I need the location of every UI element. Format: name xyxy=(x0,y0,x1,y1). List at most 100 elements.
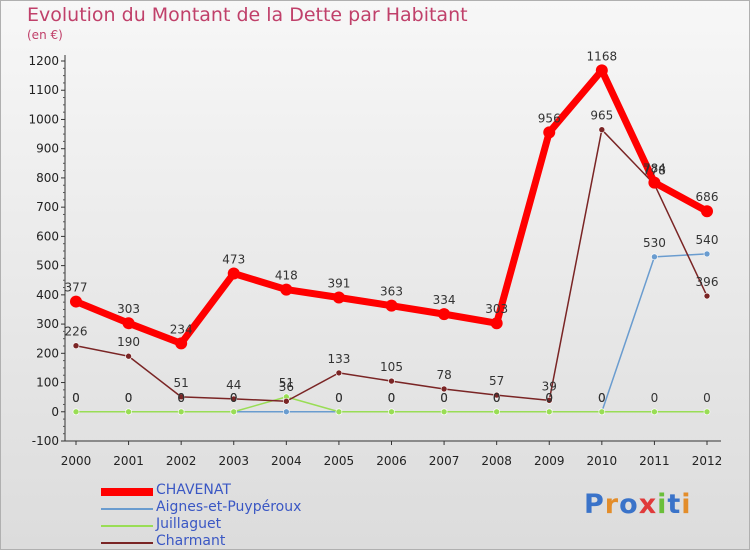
data-label: 1168 xyxy=(587,49,618,63)
data-point-3 xyxy=(598,126,606,133)
logo-letter: P xyxy=(584,489,605,520)
data-label: 473 xyxy=(222,253,245,267)
data-label: 0 xyxy=(335,391,343,405)
data-point-0 xyxy=(175,337,188,350)
data-label: 391 xyxy=(327,276,350,290)
y-tick-label: 200 xyxy=(36,346,59,360)
legend-swatch xyxy=(101,488,153,496)
data-point-2 xyxy=(72,408,80,416)
data-point-0 xyxy=(648,176,661,189)
data-point-0 xyxy=(227,267,240,280)
x-tick-label: 2007 xyxy=(429,454,460,468)
logo-letter: i xyxy=(657,489,668,520)
x-tick-label: 2002 xyxy=(166,454,197,468)
x-tick-label: 2001 xyxy=(113,454,144,468)
x-tick-label: 2008 xyxy=(481,454,512,468)
y-tick-label: 1000 xyxy=(28,112,59,126)
y-tick-label: 900 xyxy=(36,142,59,156)
data-point-3 xyxy=(440,385,448,393)
legend-swatch xyxy=(101,542,153,544)
data-label: 0 xyxy=(230,391,238,405)
data-point-2 xyxy=(177,408,185,416)
data-point-0 xyxy=(280,283,293,296)
data-point-3 xyxy=(493,391,500,399)
y-tick-label: 800 xyxy=(36,171,59,185)
data-label: 334 xyxy=(433,293,456,307)
data-label: 0 xyxy=(177,391,185,405)
data-point-0 xyxy=(332,291,345,304)
data-label: 540 xyxy=(696,233,719,247)
logo-letter: r xyxy=(604,489,620,520)
data-label: 105 xyxy=(380,360,403,374)
y-tick-label: 0 xyxy=(51,405,59,419)
logo-letter: i xyxy=(681,489,692,520)
data-label: 0 xyxy=(545,391,553,405)
data-label: 0 xyxy=(230,391,238,405)
data-label: 0 xyxy=(703,391,711,405)
proxiti-logo: Proxiti xyxy=(584,489,692,520)
data-point-2 xyxy=(651,408,658,416)
y-tick-label: 300 xyxy=(36,317,59,331)
y-tick-label: 700 xyxy=(36,200,59,214)
data-label: 0 xyxy=(388,391,396,405)
data-label-layer: 377 303 234 473 418 391 363 334 303 956 1168 784 686… xyxy=(65,49,719,404)
data-point-1 xyxy=(283,408,290,416)
data-point-0 xyxy=(543,126,556,139)
data-label: 530 xyxy=(643,236,666,250)
data-label: 226 xyxy=(65,325,88,339)
data-label: 0 xyxy=(545,391,553,405)
data-label: 190 xyxy=(117,335,140,349)
y-tick-label: -100 xyxy=(32,434,59,448)
chart-subtitle: (en €) xyxy=(27,28,63,42)
series-layer xyxy=(70,64,713,416)
data-label: 36 xyxy=(279,380,294,394)
data-label: 396 xyxy=(696,275,719,289)
data-label: 0 xyxy=(335,391,343,405)
data-point-2 xyxy=(335,408,343,416)
chart-title: Evolution du Montant de la Dette par Hab… xyxy=(27,4,468,26)
data-label: 51 xyxy=(279,376,294,390)
data-label: 0 xyxy=(125,391,133,405)
data-label: 363 xyxy=(380,285,403,299)
data-point-3 xyxy=(125,352,132,360)
y-tick-label: 1100 xyxy=(28,83,59,97)
data-point-3 xyxy=(230,395,238,403)
legend-label: Juillaguet xyxy=(156,516,222,532)
data-label: 0 xyxy=(440,391,448,405)
data-point-2 xyxy=(388,408,395,416)
data-point-1 xyxy=(651,253,658,261)
y-tick-label: 400 xyxy=(36,288,59,302)
data-point-3 xyxy=(72,342,80,350)
data-label: 686 xyxy=(696,190,719,204)
data-point-1 xyxy=(703,250,711,258)
data-label: 303 xyxy=(117,302,140,316)
data-point-0 xyxy=(70,295,82,308)
data-point-0 xyxy=(385,299,398,312)
data-point-3 xyxy=(335,369,343,377)
data-point-0 xyxy=(490,317,503,330)
data-point-2 xyxy=(125,408,132,416)
data-point-0 xyxy=(701,205,713,218)
data-point-2 xyxy=(545,408,553,416)
legend-label: CHAVENAT xyxy=(156,482,231,498)
x-tick-label: 2006 xyxy=(376,454,407,468)
logo-letter: t xyxy=(667,489,682,520)
x-tick-label: 2000 xyxy=(61,454,92,468)
x-tick-label: 2004 xyxy=(271,454,302,468)
data-point-2 xyxy=(598,408,606,416)
data-label: 133 xyxy=(327,352,350,366)
data-label: 778 xyxy=(643,163,666,177)
legend-swatch xyxy=(101,525,153,527)
data-point-3 xyxy=(283,397,290,405)
x-tick-label: 2009 xyxy=(534,454,565,468)
x-tick-label: 2012 xyxy=(692,454,723,468)
data-label: 0 xyxy=(493,391,501,405)
data-label: 0 xyxy=(651,391,659,405)
data-point-3 xyxy=(177,393,185,401)
data-label: 0 xyxy=(598,391,606,405)
data-point-0 xyxy=(122,317,135,330)
data-label: 0 xyxy=(440,391,448,405)
axis-layer: -100010020030040050060070080090010001100… xyxy=(28,54,722,468)
